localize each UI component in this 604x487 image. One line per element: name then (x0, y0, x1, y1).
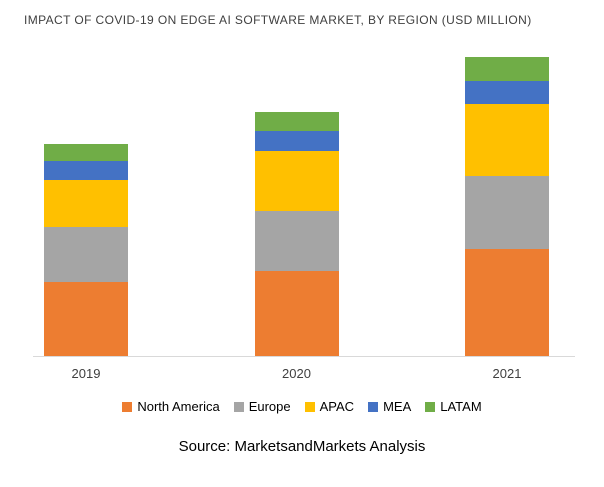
bar-segment-mea-2020 (254, 131, 339, 151)
bar-segment-apac-2019 (44, 180, 128, 227)
bar-segment-apac-2021 (465, 104, 549, 176)
legend-label-latam: LATAM (440, 399, 482, 414)
bar-segment-europe-2019 (44, 227, 128, 282)
legend-swatch-europe (233, 401, 244, 412)
legend-item-latam: LATAM (425, 399, 482, 414)
legend-item-mea: MEA (368, 399, 411, 414)
bar-segment-latam-2021 (465, 57, 549, 81)
chart-title: IMPACT OF COVID-19 ON EDGE AI SOFTWARE M… (24, 13, 532, 27)
legend-item-north-america: North America (122, 399, 220, 414)
legend-label-north-america: North America (137, 399, 220, 414)
x-label-2021: 2021 (492, 366, 522, 381)
bar-segment-north-america-2020 (254, 271, 339, 356)
bar-segment-europe-2021 (465, 176, 549, 249)
x-label-2019: 2019 (71, 366, 101, 381)
bar-2020 (254, 112, 339, 356)
x-axis-labels: 2019 2020 2021 (33, 357, 575, 381)
source-text: Source: MarketsandMarkets Analysis (178, 438, 426, 455)
bar-segment-north-america-2019 (44, 282, 128, 356)
legend-label-europe: Europe (248, 399, 291, 414)
bar-2021 (465, 57, 549, 356)
bar-segment-latam-2019 (44, 144, 128, 161)
legend-swatch-mea (368, 401, 379, 412)
bar-2019 (44, 144, 128, 356)
bar-segment-apac-2020 (254, 151, 339, 211)
bar-segment-mea-2019 (44, 161, 128, 180)
plot-area (33, 57, 575, 357)
legend-swatch-latam (425, 401, 436, 412)
bar-segment-latam-2020 (254, 112, 339, 131)
legend-label-mea: MEA (383, 399, 412, 414)
legend-label-apac: APAC (319, 399, 355, 414)
legend-swatch-apac (304, 401, 315, 412)
legend-item-europe: Europe (233, 399, 291, 414)
bar-segment-europe-2020 (254, 211, 339, 271)
legend-item-apac: APAC (304, 399, 355, 414)
bar-segment-north-america-2021 (465, 249, 549, 356)
legend-swatch-north-america (122, 401, 133, 412)
legend: North America Europe APAC MEA LATAM (0, 399, 604, 414)
bar-segment-mea-2021 (465, 81, 549, 104)
x-label-2020: 2020 (282, 366, 311, 381)
